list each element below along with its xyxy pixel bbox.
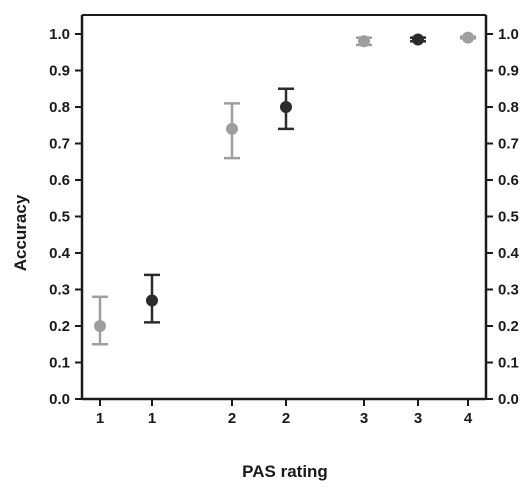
y-tick-label-left: 0.5 xyxy=(49,209,70,226)
data-point xyxy=(358,35,370,48)
x-axis-title: PAS rating xyxy=(242,462,328,481)
y-tick-label-right: 1.0 xyxy=(498,26,519,43)
data-point xyxy=(280,101,292,113)
x-tick-label: 1 xyxy=(148,410,156,427)
data-point xyxy=(412,33,424,46)
y-axis-title: Accuracy xyxy=(11,194,30,271)
y-tick-label-left: 1.0 xyxy=(49,26,70,43)
y-tick-label-left: 0.9 xyxy=(49,63,70,80)
x-tick-label: 3 xyxy=(360,410,368,427)
y-tick-label-left: 0.4 xyxy=(49,245,71,262)
y-tick-label-right: 0.1 xyxy=(498,355,519,372)
y-tick-label-left: 0.6 xyxy=(49,172,70,189)
y-tick-label-right: 0.4 xyxy=(498,245,520,262)
y-tick-label-right: 0.6 xyxy=(498,172,519,189)
data-point xyxy=(226,122,238,135)
x-tick-label: 3 xyxy=(414,410,422,427)
y-tick-label-right: 0.7 xyxy=(498,136,519,153)
y-tick-label-right: 0.5 xyxy=(498,209,519,226)
y-tick-label-right: 0.0 xyxy=(498,391,519,408)
data-point xyxy=(94,320,106,332)
data-point xyxy=(462,31,474,44)
y-tick-label-right: 0.9 xyxy=(498,63,519,80)
axes: 0.0 0.0 0.1 0.1 0.2 0.2 0.3 0.3 0.4 0.4 0.5 0.5 0.6 0… xyxy=(49,14,520,427)
data-point xyxy=(146,294,158,307)
y-tick-label-left: 0.1 xyxy=(49,355,70,372)
y-tick-label-left: 0.8 xyxy=(49,99,70,116)
data-marks xyxy=(92,31,476,346)
x-tick-label: 4 xyxy=(464,410,473,427)
x-tick-label: 1 xyxy=(96,410,104,427)
x-tick-label: 2 xyxy=(228,410,236,427)
y-tick-label-left: 0.7 xyxy=(49,136,70,153)
x-tick-label: 2 xyxy=(282,410,290,427)
y-tick-label-right: 0.8 xyxy=(498,99,519,116)
y-tick-label-left: 0.0 xyxy=(49,391,70,408)
y-tick-label-left: 0.3 xyxy=(49,282,70,299)
y-tick-label-right: 0.2 xyxy=(498,318,519,335)
y-tick-label-left: 0.2 xyxy=(49,318,70,335)
y-tick-label-right: 0.3 xyxy=(498,282,519,299)
